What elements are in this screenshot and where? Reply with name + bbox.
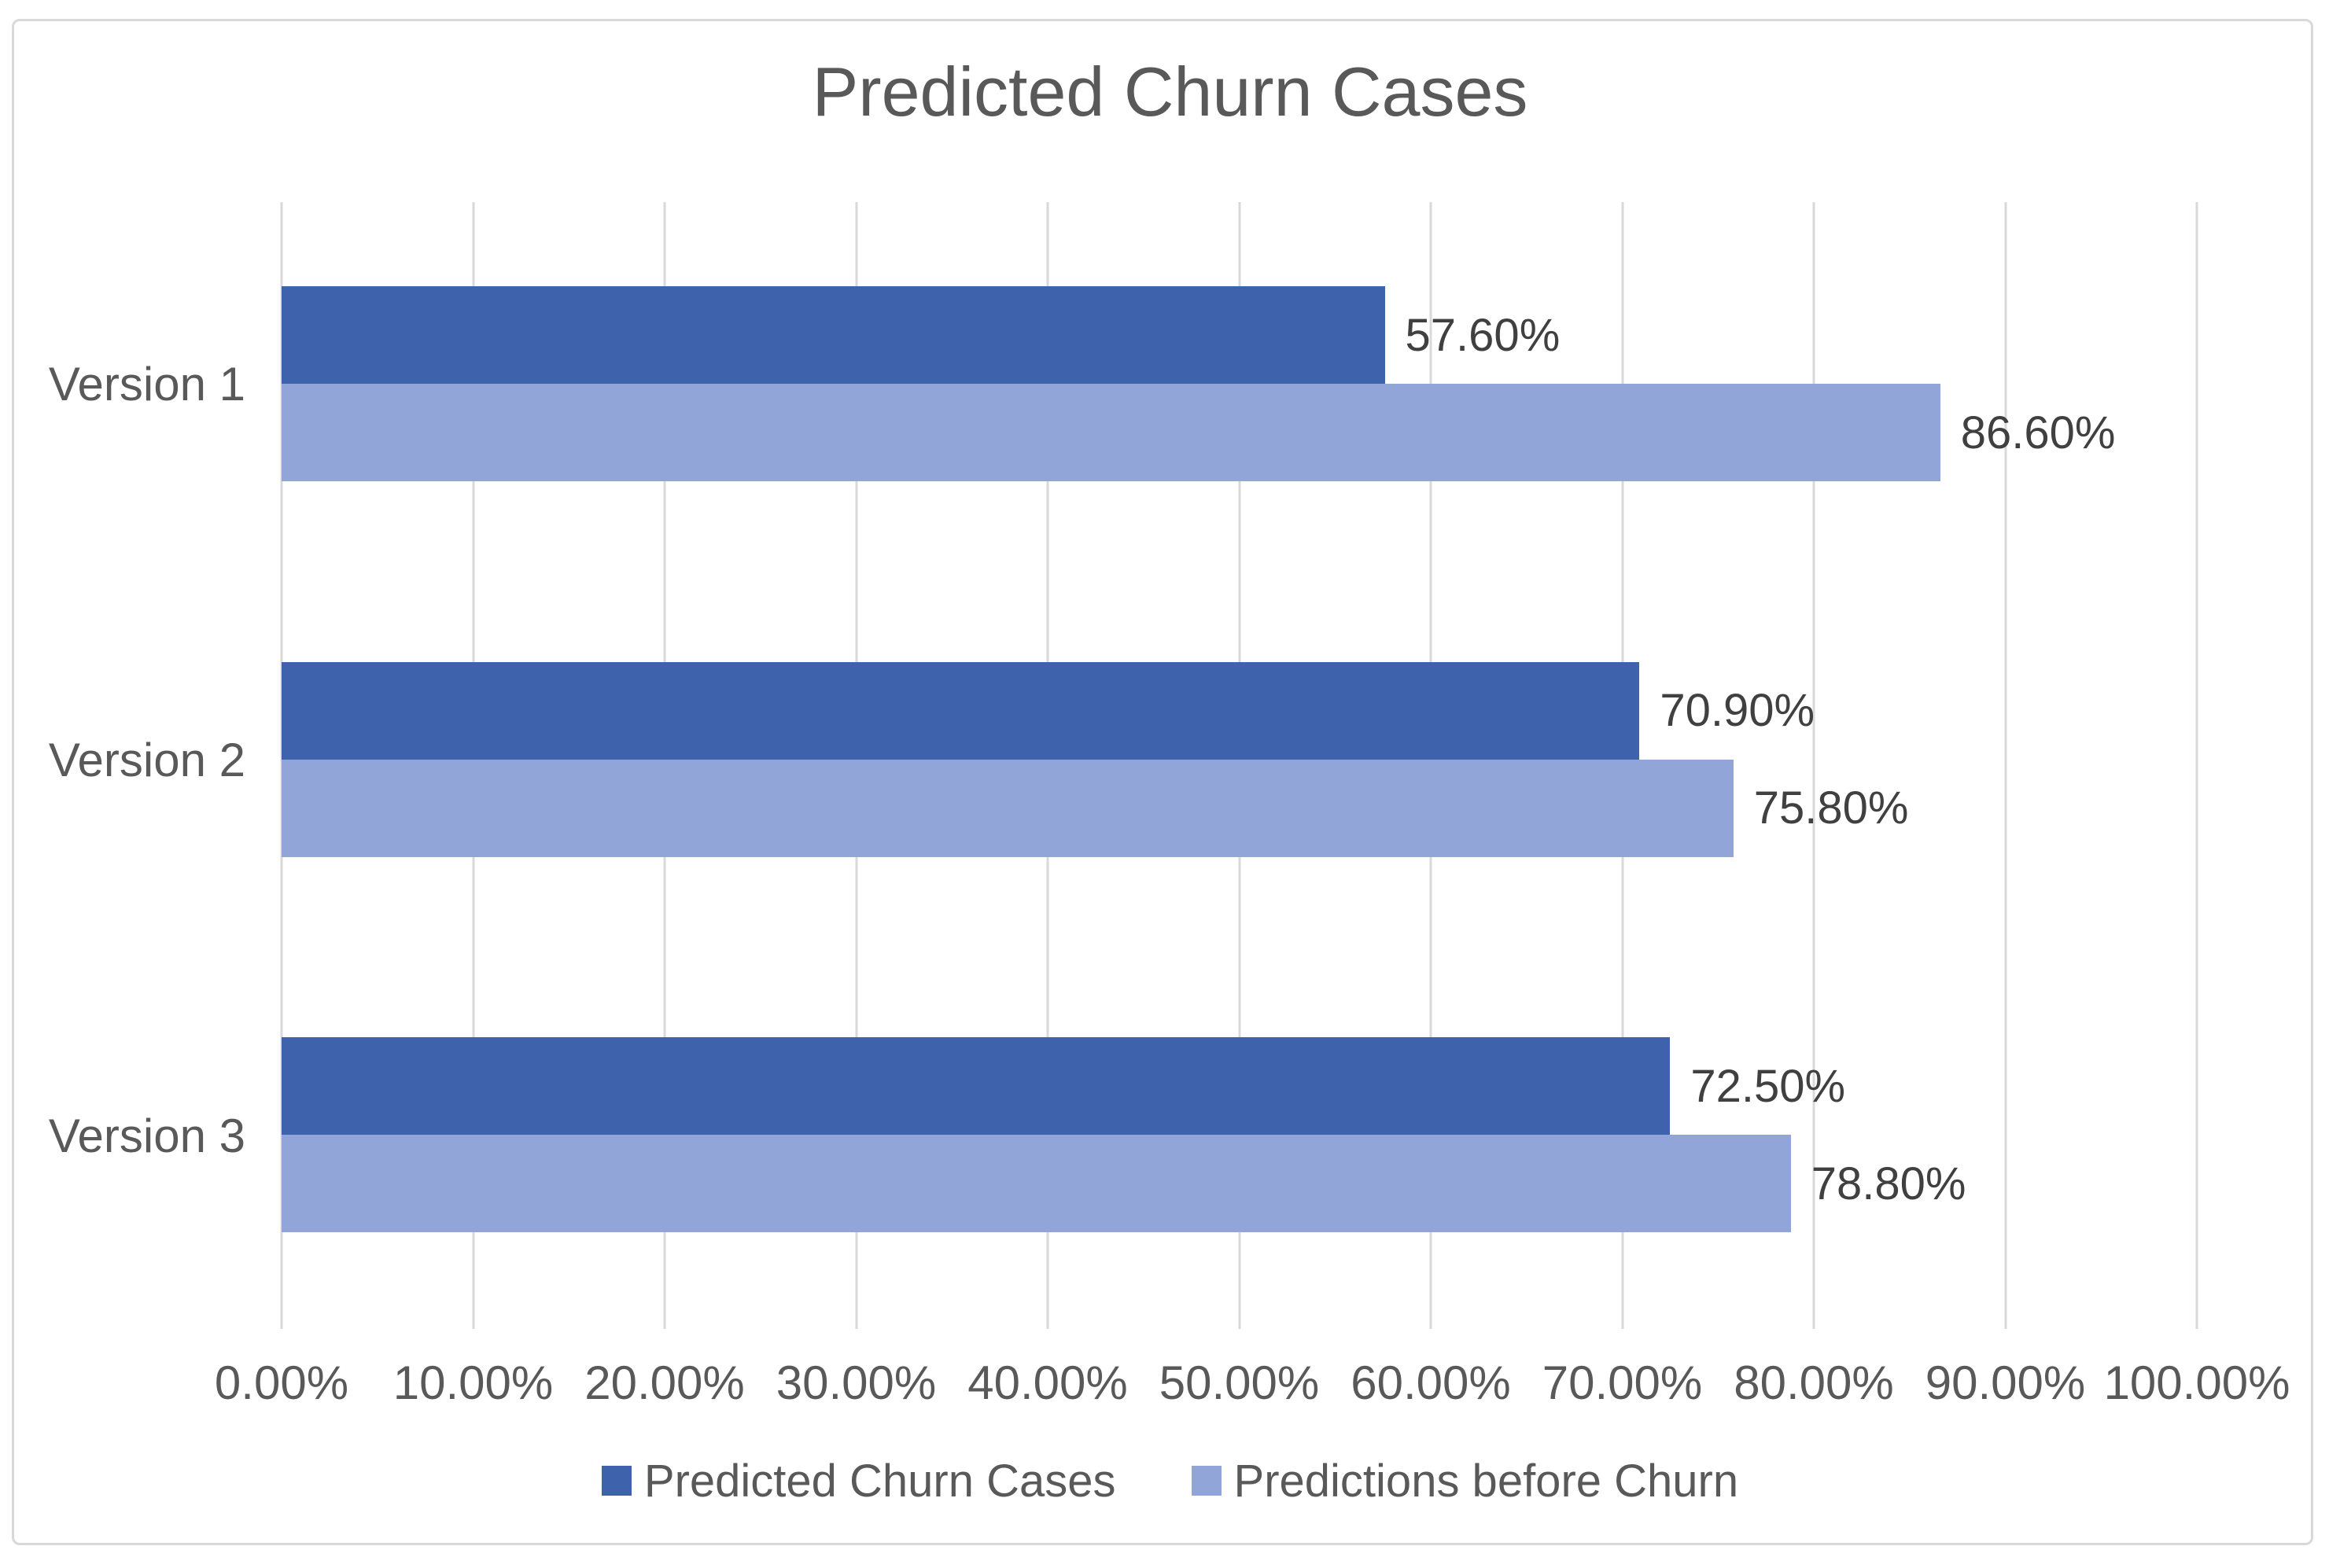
category-row-version-2: 70.90% 75.80% [282, 578, 2197, 954]
x-axis-tick-label: 90.00% [1925, 1356, 2086, 1409]
category-label-version-1: Version 1 [48, 358, 245, 410]
data-label-predicted-churn-cases: 72.50% [1690, 1060, 1846, 1112]
x-axis-tick-label: 0.00% [214, 1356, 349, 1409]
legend-item-predictions-before-churn: Predictions before Churn [1191, 1455, 1739, 1507]
bar-predicted-churn-cases [282, 286, 1385, 384]
legend-label-predicted-churn-cases: Predicted Churn Cases [643, 1455, 1116, 1507]
legend-swatch-predicted-churn-cases [601, 1466, 632, 1496]
legend-label-predictions-before-churn: Predictions before Churn [1233, 1455, 1739, 1507]
x-axis-tick-label: 40.00% [967, 1356, 1128, 1409]
data-label-predicted-churn-cases: 70.90% [1660, 685, 1815, 737]
x-axis: 0.00% 10.00% 20.00% 30.00% 40.00% 50.00%… [215, 1354, 2290, 1412]
gridline [2195, 202, 2198, 1329]
data-label-predicted-churn-cases: 57.60% [1405, 309, 1561, 361]
x-axis-tick-label: 70.00% [1542, 1356, 1703, 1409]
data-label-predictions-before-churn: 78.80% [1811, 1158, 1966, 1209]
plot-area: 57.60% 86.60% 70.90% 75.80% 72.50% 78.80… [280, 202, 2198, 1329]
legend: Predicted Churn Cases Predictions before… [0, 1451, 2340, 1511]
x-axis-tick-label: 10.00% [392, 1356, 554, 1409]
x-axis-tick-label: 30.00% [776, 1356, 937, 1409]
gridline [2004, 202, 2007, 1329]
data-label-predictions-before-churn: 75.80% [1753, 782, 1909, 834]
legend-swatch-predictions-before-churn [1191, 1466, 1222, 1496]
category-row-version-1: 57.60% 86.60% [282, 202, 2197, 578]
bar-predictions-before-churn [282, 759, 1734, 857]
chart-title: Predicted Churn Cases [812, 53, 1528, 131]
x-axis-tick-label: 80.00% [1734, 1356, 1894, 1409]
x-axis-tick-label: 60.00% [1351, 1356, 1511, 1409]
bar-predicted-churn-cases [282, 661, 1640, 760]
bar-predicted-churn-cases [282, 1037, 1671, 1136]
bar-predictions-before-churn [282, 1135, 1791, 1233]
bar-predictions-before-churn [282, 384, 1940, 481]
category-row-version-3: 72.50% 78.80% [282, 953, 2197, 1329]
gridline [1812, 202, 1815, 1329]
x-axis-tick-label: 100.00% [2103, 1356, 2290, 1409]
data-label-predictions-before-churn: 86.60% [1960, 407, 2116, 458]
category-label-version-2: Version 2 [48, 734, 245, 786]
x-axis-tick-label: 20.00% [584, 1356, 745, 1409]
x-axis-tick-label: 50.00% [1159, 1356, 1320, 1409]
category-label-version-3: Version 3 [48, 1110, 245, 1162]
legend-item-predicted-churn-cases: Predicted Churn Cases [601, 1455, 1116, 1507]
